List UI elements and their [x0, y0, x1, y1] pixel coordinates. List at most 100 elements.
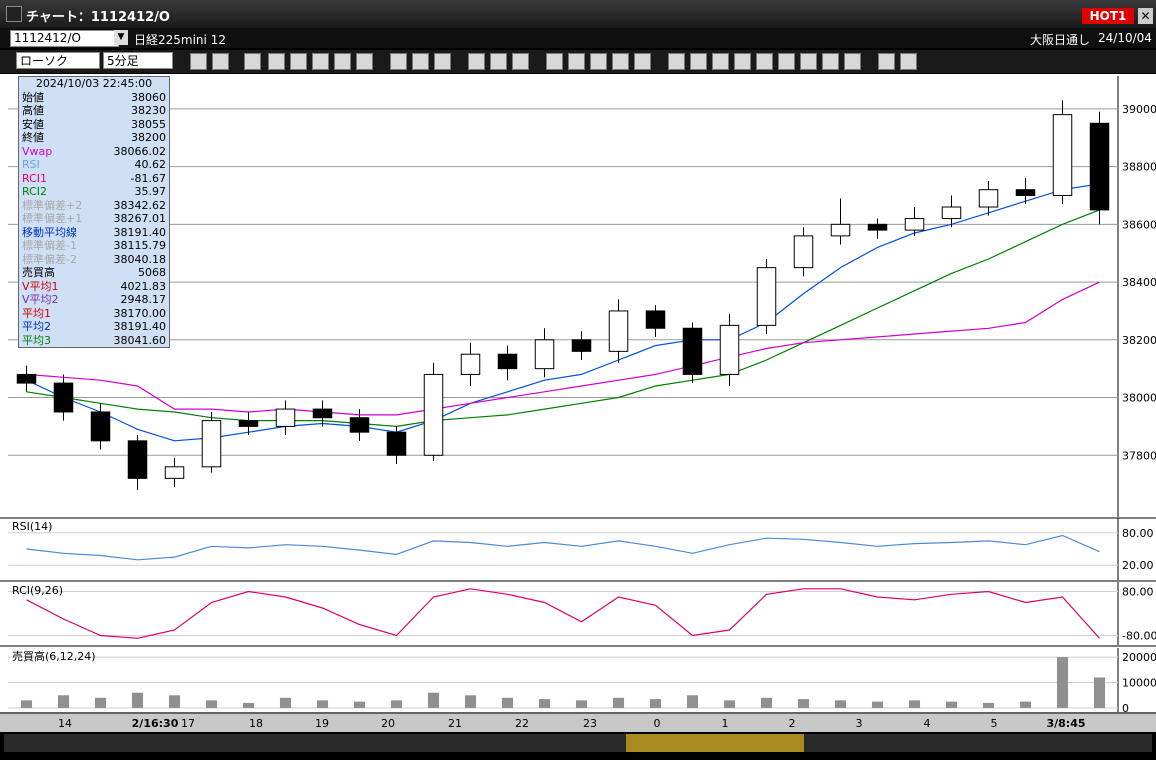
hot-badge[interactable]: HOT1	[1082, 8, 1134, 24]
tool-icon[interactable]	[822, 53, 839, 70]
info-label: 標準偏差+1	[22, 212, 83, 225]
volume-bar	[205, 700, 218, 708]
info-value: 38066.02	[113, 144, 167, 158]
tool-icon[interactable]	[690, 53, 707, 70]
tool-icon[interactable]	[878, 53, 895, 70]
tool-icon[interactable]	[568, 53, 585, 70]
candle-body	[164, 466, 185, 479]
tool-bar: ローソク 5分足	[0, 50, 1156, 73]
tool-icon[interactable]	[800, 53, 817, 70]
info-value: 38040.18	[113, 252, 167, 266]
info-label: 標準偏差-1	[22, 239, 77, 252]
indicator-line	[26, 588, 1100, 639]
tool-icon[interactable]	[412, 53, 429, 70]
info-row: 移動平均線 38191.40	[19, 226, 169, 240]
info-value: 38230	[131, 104, 166, 117]
tool-icon[interactable]	[468, 53, 485, 70]
y-tick-label: 38800	[1122, 161, 1156, 174]
indicator-line	[26, 281, 1100, 416]
candle-body	[941, 206, 962, 220]
close-button[interactable]: ✕	[1138, 8, 1153, 24]
instrument-name: 日経225mini 12	[134, 33, 226, 47]
tool-icon[interactable]	[734, 53, 751, 70]
info-row: 標準偏差+1 38267.01	[19, 212, 169, 226]
tool-icon[interactable]	[612, 53, 629, 70]
tool-icon[interactable]	[590, 53, 607, 70]
chart-kind-select[interactable]: ローソク	[16, 52, 100, 69]
x-tick-label: 23	[583, 717, 597, 730]
tool-icon[interactable]	[356, 53, 373, 70]
tool-icon[interactable]	[668, 53, 685, 70]
tool-icon[interactable]	[634, 53, 651, 70]
candle-body	[423, 373, 444, 456]
tool-icon[interactable]	[434, 53, 451, 70]
candle-body	[571, 339, 592, 352]
x-tick-label: 3/8:45	[1046, 717, 1085, 730]
candle-body	[645, 310, 666, 329]
info-panel: 2024/10/03 22:45:00 始値 38060 高値 38230 安値 3805…	[18, 76, 170, 348]
candle-body	[1089, 122, 1110, 211]
tool-icon[interactable]	[512, 53, 529, 70]
y-tick-label: 38000	[1122, 392, 1156, 405]
symbol-bar: 1112412/O ▼ 日経225mini 12 大阪日通し 24/10/04	[0, 28, 1156, 48]
info-label: V平均2	[22, 293, 59, 306]
info-row: 平均3 38041.60	[19, 334, 169, 348]
volume-bar	[1019, 701, 1032, 708]
candle-body	[127, 440, 148, 479]
tool-icon[interactable]	[712, 53, 729, 70]
candle-body	[386, 431, 407, 456]
candle-body	[90, 411, 111, 442]
x-axis-bar	[0, 712, 1156, 732]
tool-icon[interactable]	[546, 53, 563, 70]
candle-body	[53, 382, 74, 413]
info-value: 5068	[138, 266, 166, 279]
tool-icon[interactable]	[390, 53, 407, 70]
interval-select[interactable]: 5分足	[103, 52, 173, 69]
info-value: 35.97	[134, 185, 167, 198]
y-tick-label: 37800	[1122, 449, 1156, 462]
symbol-dropdown[interactable]: ▼	[114, 30, 128, 45]
candle-body	[608, 310, 629, 352]
tool-icon[interactable]	[290, 53, 307, 70]
candle-body	[830, 223, 851, 237]
volume-bar	[501, 697, 514, 708]
candle-body	[275, 408, 296, 427]
tool-icon[interactable]	[900, 53, 917, 70]
volume-bar	[353, 701, 366, 708]
volume-bar	[20, 700, 33, 708]
x-tick-label: 2/16:30	[132, 717, 179, 730]
info-row: Vwap 38066.02	[19, 145, 169, 159]
y-tick-label: 10000	[1122, 677, 1156, 690]
volume-bar	[834, 700, 847, 708]
y-tick-label: 20000	[1122, 651, 1156, 664]
candle-body	[978, 189, 999, 208]
info-row: RCI2 35.97	[19, 185, 169, 199]
volume-bar	[464, 695, 477, 708]
tool-icon[interactable]	[490, 53, 507, 70]
tool-icon[interactable]	[756, 53, 773, 70]
volume-bar	[1056, 657, 1069, 708]
tool-icon[interactable]	[844, 53, 861, 70]
indicator-line	[26, 209, 1100, 428]
candle-body	[867, 223, 888, 231]
info-value: 38115.79	[113, 239, 167, 252]
tool-icon[interactable]	[312, 53, 329, 70]
volume-bar	[131, 692, 144, 708]
x-tick-label: 0	[654, 717, 661, 730]
info-label: 標準偏差-2	[22, 252, 77, 266]
scrollbar[interactable]	[4, 734, 1152, 752]
scroll-thumb[interactable]	[626, 734, 804, 752]
info-label: Vwap	[22, 144, 53, 158]
tool-icon[interactable]	[778, 53, 795, 70]
tool-icon[interactable]	[268, 53, 285, 70]
symbol-input[interactable]: 1112412/O	[10, 30, 119, 47]
tool-icon[interactable]	[334, 53, 351, 70]
tool-icon[interactable]	[244, 53, 261, 70]
candle-body	[682, 327, 703, 375]
tool-icon[interactable]	[212, 53, 229, 70]
tool-icon[interactable]	[190, 53, 207, 70]
candle-body	[312, 408, 333, 419]
x-tick-label: 17	[181, 717, 195, 730]
